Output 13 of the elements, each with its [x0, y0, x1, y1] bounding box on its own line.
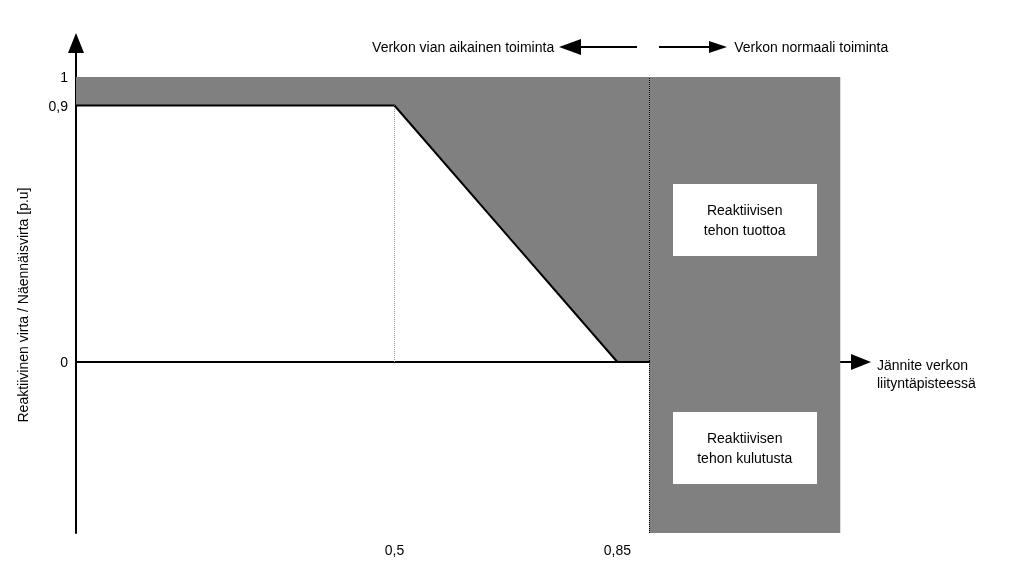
label-box: Reaktiivisen tehon kulutusta [672, 411, 817, 484]
label-box: Reaktiivisen tehon tuottoa [672, 183, 817, 256]
annotation: Reaktiivisen tehon kulutusta [696, 428, 794, 468]
y-axis-title: Reaktiivinen virta / Näennäisvirta [p.u] [15, 187, 31, 423]
annotation: Reaktiivisen tehon tuottoa [702, 200, 787, 240]
x-tick-label: 0,5 [384, 542, 405, 558]
text: Verkon vian aikainen toiminta [372, 39, 555, 55]
y-tick-label: 0,9 [48, 97, 69, 114]
y-tick-label: 0 [60, 354, 69, 370]
x-tick-label: 0,85 [603, 542, 632, 558]
y-tick-label: 1 [60, 69, 69, 85]
text: Verkon normaali toiminta [734, 39, 889, 55]
x-axis-title: Jännite verkon liityntäpisteessä [877, 357, 977, 391]
